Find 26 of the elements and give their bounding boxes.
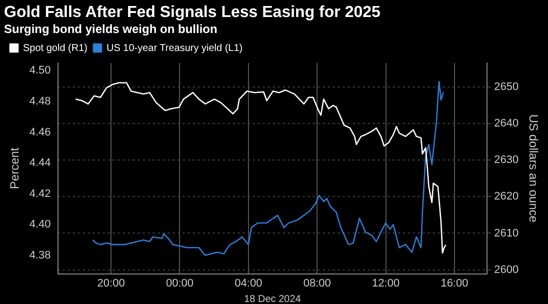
chart-subtitle: Surging bond yields weigh on bullion bbox=[3, 22, 218, 37]
legend-label: Spot gold (R1) bbox=[23, 42, 88, 54]
x-tick-label: 08:00 bbox=[303, 277, 331, 290]
y-tick-label: 4.46 bbox=[29, 126, 51, 138]
chart-title: Gold Falls After Fed Signals Less Easing for 2025 bbox=[3, 3, 382, 22]
y-tick-label: 4.44 bbox=[29, 157, 51, 170]
y2-tick-label: 2610 bbox=[494, 227, 519, 240]
x-tick-label: 04:00 bbox=[234, 277, 262, 290]
x-tick-label: 16:00 bbox=[440, 277, 468, 290]
y2-tick-label: 2620 bbox=[494, 190, 519, 203]
legend-label: US 10-year Treasury yield (L1) bbox=[106, 42, 243, 54]
y2-tick-label: 2600 bbox=[494, 264, 519, 276]
y-axis-title: Percent bbox=[8, 147, 22, 190]
x-tick-label: 20:00 bbox=[97, 277, 125, 290]
y2-axis-title: US dollars an ounce bbox=[526, 114, 540, 223]
y-tick-label: 4.38 bbox=[29, 249, 51, 262]
y-tick-label: 4.48 bbox=[29, 96, 51, 108]
y2-tick-label: 2630 bbox=[494, 154, 519, 166]
y-tick-label: 4.50 bbox=[29, 64, 51, 77]
y-tick-label: 4.42 bbox=[29, 188, 51, 200]
x-tick-label: 00:00 bbox=[166, 277, 194, 290]
y-tick-label: 4.40 bbox=[29, 218, 51, 231]
y2-tick-label: 2650 bbox=[494, 81, 519, 94]
x-axis-title: 18 Dec 2024 bbox=[244, 294, 302, 304]
y2-tick-label: 2640 bbox=[494, 118, 519, 130]
x-tick-label: 12:00 bbox=[372, 277, 400, 290]
